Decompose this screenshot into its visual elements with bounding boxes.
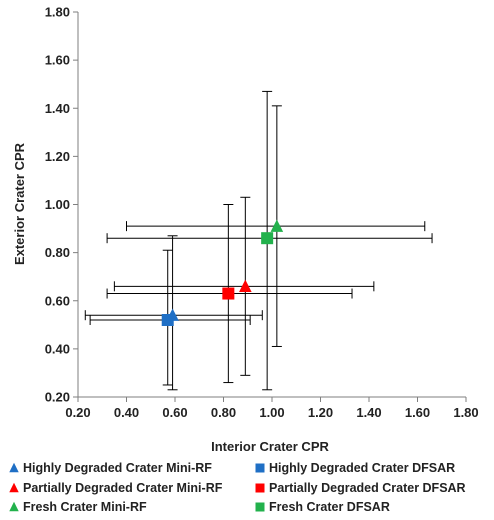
y-tick-label: 1.60 [45,53,70,68]
legend-item: Partially Degraded Crater Mini-RF [9,481,223,495]
legend-square-icon [255,483,265,493]
legend-square-icon [255,463,265,473]
triangle-marker [239,279,252,293]
legend-triangle-icon [9,462,19,473]
legend-label: Fresh Crater Mini-RF [23,500,147,514]
y-tick-label: 1.40 [45,101,70,116]
legend: Highly Degraded Crater Mini-RF Highly Deg… [9,461,466,514]
y-tick-label: 1.00 [45,197,70,212]
x-tick-label: 1.40 [356,405,381,420]
x-tick-label: 0.80 [211,405,236,420]
triangle-marker [166,308,179,321]
legend-item: Highly Degraded Crater DFSAR [255,461,455,475]
y-tick-label: 0.20 [45,390,70,405]
x-tick-label: 1.80 [453,405,478,420]
y-tick-label: 0.60 [45,293,70,308]
y-tick-label: 1.20 [45,149,70,164]
legend-item: Fresh Crater Mini-RF [9,500,147,514]
legend-triangle-icon [9,482,19,493]
legend-triangle-icon [9,501,19,512]
legend-item: Partially Degraded Crater DFSAR [255,481,466,495]
x-tick-label: 1.00 [259,405,284,420]
y-axis-ticks: 0.20 0.40 0.60 0.80 1.00 1.20 1.40 1.60 1.80 [45,5,78,405]
error-bars [84,90,433,391]
data-markers [161,219,284,326]
legend-label: Partially Degraded Crater DFSAR [269,481,466,495]
legend-label: Highly Degraded Crater Mini-RF [23,461,212,475]
legend-item: Fresh Crater DFSAR [255,500,390,514]
legend-label: Fresh Crater DFSAR [269,500,390,514]
x-tick-label: 1.20 [308,405,333,420]
x-axis-ticks: 0.20 0.40 0.60 0.80 1.00 1.20 1.40 1.60 1.80 [65,397,479,420]
legend-label: Highly Degraded Crater DFSAR [269,461,455,475]
legend-item: Highly Degraded Crater Mini-RF [9,461,212,475]
triangle-marker [270,219,284,232]
x-tick-label: 1.60 [405,405,430,420]
legend-label: Partially Degraded Crater Mini-RF [23,481,223,495]
y-tick-label: 0.40 [45,341,70,356]
legend-square-icon [255,502,265,512]
x-tick-label: 0.60 [162,405,187,420]
x-tick-label: 0.40 [114,405,139,420]
square-marker [261,232,274,245]
x-axis-title: Interior Crater CPR [211,439,329,454]
square-marker [222,287,235,300]
plot-axes [77,12,466,398]
x-tick-label: 0.20 [65,405,90,420]
y-tick-label: 1.80 [45,5,70,20]
y-tick-label: 0.80 [45,245,70,260]
y-axis-title: Exterior Crater CPR [12,142,27,265]
